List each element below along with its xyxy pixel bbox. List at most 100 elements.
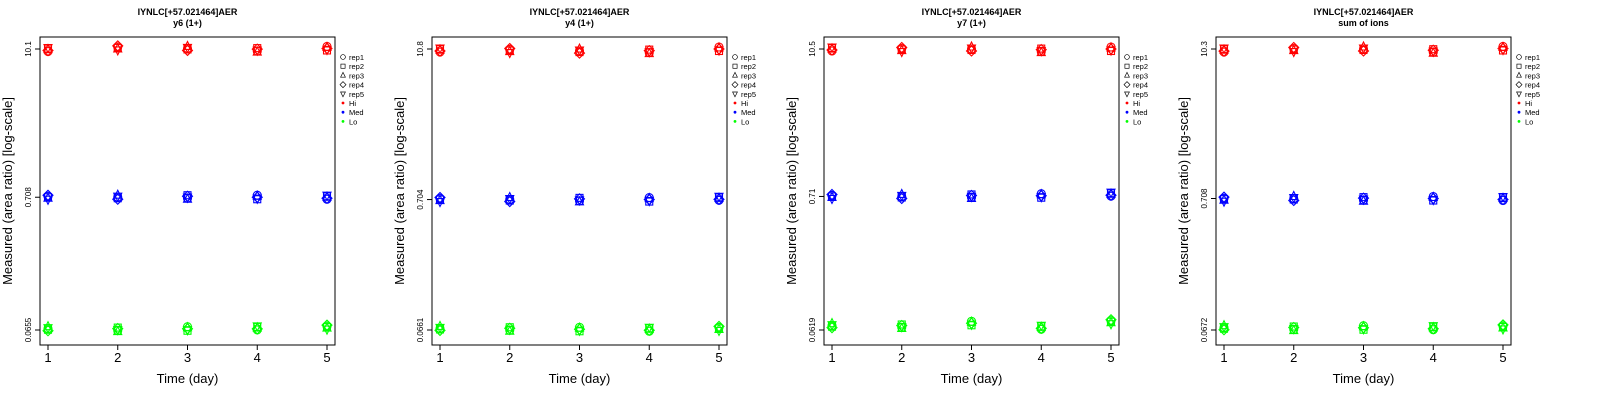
data-point (1106, 46, 1116, 57)
chart-subtitle: y7 (1+) (957, 18, 986, 28)
x-tick-label: 4 (254, 350, 261, 365)
data-point (112, 189, 123, 199)
legend-color-dot (1125, 101, 1129, 105)
x-tick-label: 4 (1430, 350, 1437, 365)
data-point (1106, 320, 1116, 330)
data-point (713, 320, 725, 333)
data-point (574, 46, 585, 57)
data-point (503, 42, 516, 55)
data-point (1288, 44, 1299, 55)
data-point (1288, 193, 1299, 204)
data-point (644, 323, 655, 334)
data-point (435, 323, 445, 334)
data-point (714, 46, 724, 57)
data-point (1218, 323, 1230, 336)
legend-marker (1516, 91, 1522, 98)
chart-subtitle: y4 (1+) (565, 18, 594, 28)
legend-symbol (1124, 54, 1130, 60)
x-tick-label: 4 (646, 350, 653, 365)
data-point (966, 320, 977, 331)
x-tick-label: 2 (506, 350, 513, 365)
legend-label: Lo (1133, 117, 1141, 126)
legend-label: rep4 (1525, 81, 1540, 90)
legend-label: rep1 (741, 53, 756, 62)
data-point (1035, 322, 1048, 335)
data-point (182, 193, 193, 204)
legend-label: Lo (741, 117, 749, 126)
data-point (504, 49, 515, 59)
data-point (322, 325, 332, 336)
legend-marker (340, 54, 346, 60)
legend-label: Hi (349, 99, 356, 108)
y-tick-label: 0.0655 (24, 317, 33, 342)
chart-title: IYNLC[+57.021464]AER (922, 7, 1022, 17)
data-point (1497, 193, 1509, 206)
legend-label: Hi (741, 99, 748, 108)
legend-label: rep5 (741, 90, 756, 99)
legend-marker (732, 71, 738, 78)
data-point (435, 320, 445, 330)
data-point (112, 326, 123, 336)
legend-color-dot (341, 101, 345, 105)
data-point (1219, 197, 1229, 208)
legend-marker (340, 63, 346, 69)
y-tick-label: 0.708 (1200, 188, 1209, 209)
data-point (1036, 193, 1047, 203)
data-point (644, 197, 655, 207)
legend-symbol (340, 91, 346, 98)
legend-label: Med (1133, 108, 1148, 117)
x-tick-label: 2 (898, 350, 905, 365)
x-tick-label: 3 (184, 350, 191, 365)
legend-symbol (1124, 63, 1130, 69)
legend-marker (731, 81, 739, 89)
legend-label: Med (1525, 108, 1540, 117)
legend-marker (340, 91, 346, 98)
data-point (1219, 193, 1229, 204)
data-point (111, 40, 124, 52)
legend-symbol (1516, 71, 1522, 78)
data-point (435, 194, 445, 205)
legend-label: rep1 (349, 53, 364, 62)
data-point (435, 44, 445, 55)
data-point (1105, 313, 1117, 326)
legend-symbol (339, 81, 347, 89)
data-point (826, 321, 838, 334)
y-axis-label: Measured (area ratio) [log-scale] (392, 97, 407, 285)
data-point (252, 194, 263, 205)
legend-symbol (1123, 81, 1131, 89)
x-tick-label: 3 (576, 350, 583, 365)
legend-label: Hi (1133, 99, 1140, 108)
legend-color-dot (1517, 120, 1521, 123)
data-point (1287, 41, 1300, 54)
legend-label: rep5 (349, 90, 364, 99)
legend-symbol (340, 71, 346, 78)
y-axis-label: Measured (area ratio) [log-scale] (1176, 97, 1191, 285)
data-point (1219, 44, 1229, 55)
x-tick-label: 5 (715, 350, 722, 365)
data-point (1498, 325, 1508, 336)
legend-marker (1124, 91, 1130, 98)
legend-symbol (732, 71, 738, 78)
legend-label: Med (741, 108, 756, 117)
data-point (826, 44, 838, 56)
data-point (43, 192, 53, 202)
data-point (966, 44, 977, 55)
data-point (1287, 194, 1300, 207)
data-point (321, 319, 333, 331)
x-tick-label: 5 (1499, 350, 1506, 365)
data-point (321, 192, 333, 205)
data-point (322, 321, 332, 332)
y-tick-label: 0.0672 (1200, 317, 1209, 342)
legend-marker (1124, 54, 1130, 60)
chart-title: IYNLC[+57.021464]AER (1314, 7, 1414, 17)
legend-label: Hi (1525, 99, 1532, 108)
data-point (43, 195, 53, 206)
x-axis-label: Time (day) (1333, 371, 1395, 386)
data-point (182, 40, 193, 51)
data-point (827, 321, 837, 331)
data-point (895, 192, 908, 205)
y-axis-label: Measured (area ratio) [log-scale] (784, 97, 799, 285)
